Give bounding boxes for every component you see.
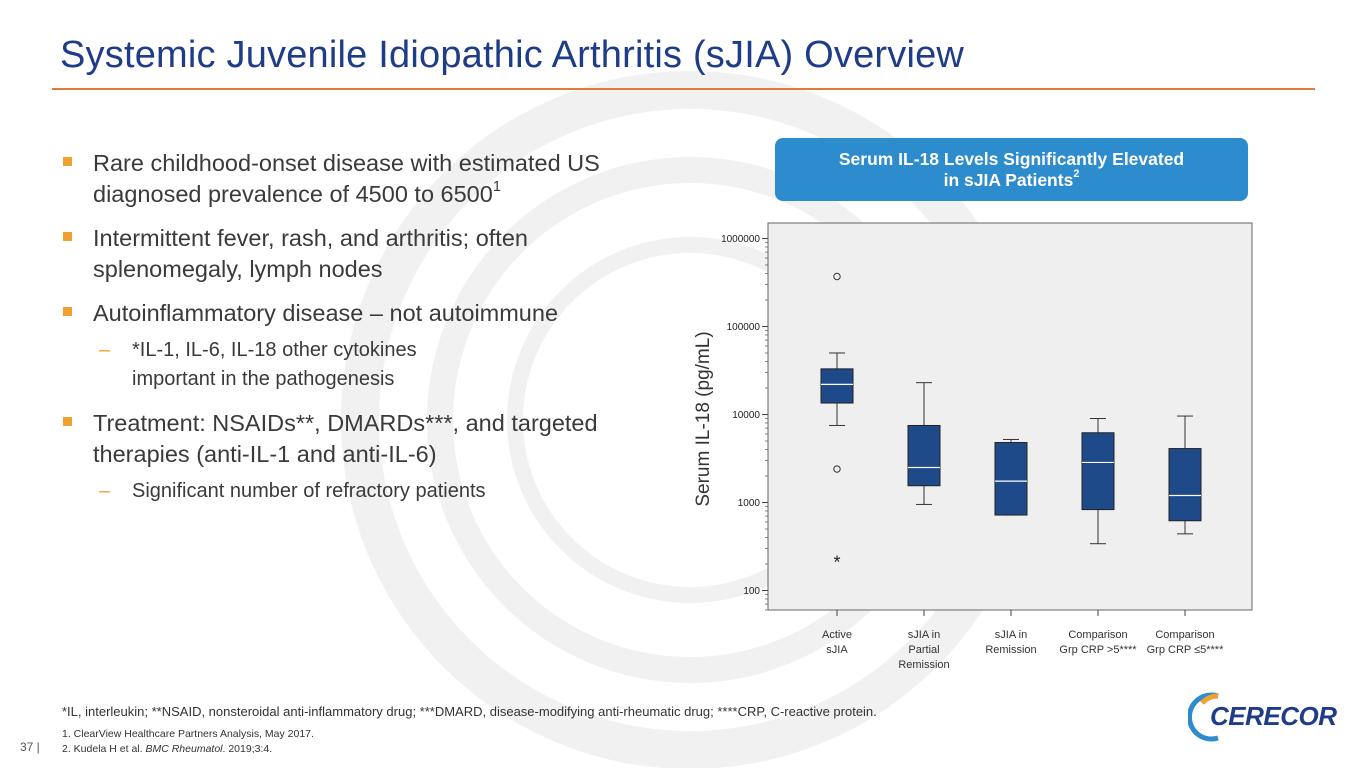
x-axis-labels: Active sJIA sJIA in Partial Remission sJIA in…	[822, 610, 1224, 671]
reference-2-journal: BMC Rheumatol	[145, 743, 223, 755]
reference-2: 2. Kudela H et al. BMC Rheumatol. 2019;3…	[62, 742, 314, 757]
bullet-square-icon	[63, 307, 72, 316]
y-tick-label: 100000	[727, 322, 761, 333]
sub-bullet-text: Significant number of refractory patient…	[132, 480, 486, 502]
reference-1: 1. ClearView Healthcare Partners Analysi…	[62, 728, 314, 740]
y-tick-label: 1000000	[721, 234, 760, 245]
reference-2-citation: . 2019;3:4.	[222, 743, 273, 755]
outlier-point	[833, 272, 841, 281]
title-divider	[52, 88, 1315, 90]
callout-superscript: 2	[1073, 168, 1080, 181]
y-tick-label: 100	[743, 586, 760, 597]
box-group	[994, 438, 1028, 516]
dash-icon: –	[99, 480, 111, 502]
abbreviation-footnote: *IL, interleukin; **NSAID, nonsteroidal …	[62, 704, 877, 719]
box-group	[1168, 415, 1202, 535]
il18-boxplot-chart: Serum IL-18 (pg/mL) 10010001000010000010…	[693, 222, 1253, 671]
extreme-point: *	[833, 552, 840, 572]
outlier-point	[833, 465, 841, 473]
bullet-square-icon	[63, 157, 72, 166]
y-axis-label: Serum IL-18 (pg/mL)	[693, 331, 714, 506]
box-series: *	[820, 272, 1202, 572]
x-tick-label: Partial	[908, 644, 939, 656]
bullet-text: Autoinflammatory disease – not autoimmun…	[93, 300, 559, 326]
references: 1. ClearView Healthcare Partners Analysi…	[62, 727, 314, 757]
bullet-item: Treatment: NSAIDs**, DMARDs***, and targ…	[62, 408, 613, 470]
y-tick-label: 10000	[732, 410, 760, 421]
x-tick-label: Active	[822, 629, 852, 641]
bullet-text: Intermittent fever, rash, and arthritis;…	[93, 225, 528, 282]
bullet-list: Rare childhood-onset disease with estima…	[62, 148, 662, 520]
x-tick-label: Comparison	[1155, 629, 1214, 641]
box	[820, 368, 854, 404]
dash-icon: –	[99, 339, 111, 361]
box-group: *	[820, 272, 854, 572]
callout-line-2: in sJIA Patients2	[775, 168, 1248, 191]
logo-swoosh-icon	[1188, 692, 1219, 742]
sub-bullet-item: – *IL-1, IL-6, IL-18 other cytokines imp…	[62, 336, 477, 394]
company-logo: CERECOR	[1188, 690, 1337, 742]
x-tick-label: Remission	[985, 644, 1036, 656]
sub-bullet-text: *IL-1, IL-6, IL-18 other cytokines impor…	[132, 339, 417, 390]
x-tick-label: sJIA	[826, 644, 848, 656]
x-tick-label: Comparison	[1068, 629, 1127, 641]
callout-line-2-text: in sJIA Patients	[943, 169, 1074, 190]
bullet-superscript: 1	[492, 179, 501, 195]
bullet-square-icon	[63, 417, 72, 426]
bullet-item: Intermittent fever, rash, and arthritis;…	[62, 223, 662, 285]
plot-area	[767, 222, 1253, 611]
bullet-item: Rare childhood-onset disease with estima…	[62, 148, 662, 210]
page-number: 37 |	[20, 740, 40, 754]
box	[1081, 432, 1115, 511]
x-tick-label: Grp CRP ≤5****	[1147, 644, 1224, 656]
y-tick-label: 1000	[738, 498, 761, 509]
x-tick-label: Grp CRP >5****	[1059, 644, 1137, 656]
x-tick-label: sJIA in	[995, 629, 1027, 641]
box	[907, 424, 941, 487]
logo-wordmark: CERECOR	[1210, 701, 1337, 731]
box	[1168, 448, 1202, 522]
reference-2-authors: 2. Kudela H et al.	[62, 743, 146, 755]
box	[994, 442, 1028, 516]
bullet-text: Treatment: NSAIDs**, DMARDs***, and targ…	[93, 410, 598, 467]
callout-line-1: Serum IL-18 Levels Significantly Elevate…	[838, 148, 1185, 169]
bullet-square-icon	[63, 232, 72, 241]
sub-bullet-item: – Significant number of refractory patie…	[62, 477, 662, 506]
box-group	[907, 382, 941, 505]
x-tick-label: Remission	[898, 659, 949, 671]
box-group	[1081, 418, 1115, 545]
y-axis: 100 1000 10000 100000 1000000	[721, 234, 768, 611]
page-title: Systemic Juvenile Idiopathic Arthritis (…	[60, 34, 965, 76]
x-tick-label: sJIA in	[908, 629, 940, 641]
bullet-text: Rare childhood-onset disease with estima…	[93, 150, 600, 207]
bullet-item: Autoinflammatory disease – not autoimmun…	[62, 298, 662, 329]
chart-callout-banner: Serum IL-18 Levels Significantly Elevate…	[775, 138, 1248, 201]
